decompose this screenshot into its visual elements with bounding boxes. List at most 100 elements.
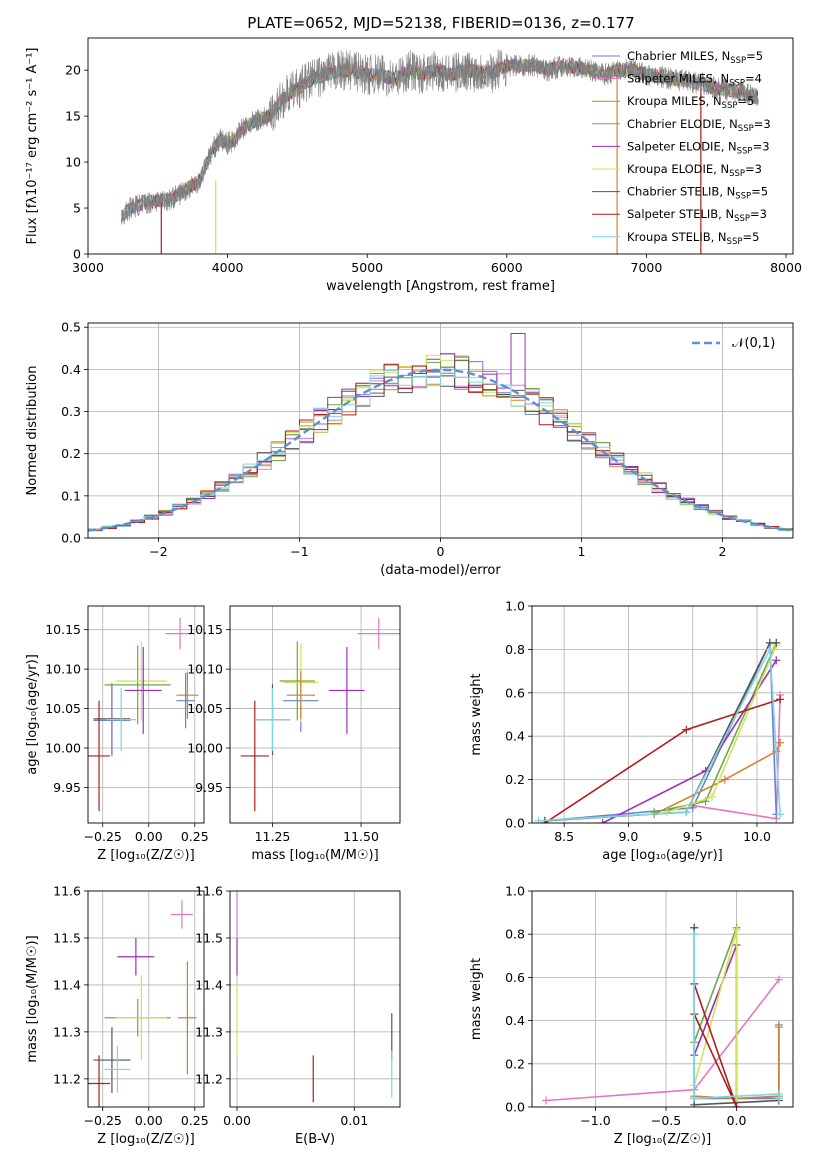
error-bar-point	[170, 900, 193, 929]
x-tick-label: 8.5	[554, 829, 574, 844]
y-tick-label: 0.5	[61, 320, 81, 335]
plus-marker	[708, 792, 716, 801]
x-tick-label: 0.00	[223, 1113, 251, 1128]
y-tick-label: 0	[73, 247, 81, 262]
plus-marker	[776, 695, 785, 704]
x-tick-label: 0.25	[181, 1113, 209, 1128]
plus-marker	[732, 1103, 741, 1107]
x-tick-label: 8000	[770, 260, 802, 275]
axes-frame	[229, 890, 401, 1108]
x-tick-label: −0.5	[651, 1113, 681, 1128]
y-axis-label: mass weight	[469, 673, 484, 755]
plus-marker	[682, 808, 691, 817]
error-bar-point	[106, 688, 136, 752]
y-tick-label: 10.15	[187, 622, 223, 637]
error-bar-point	[178, 961, 197, 1075]
y-tick-label: 0.0	[61, 531, 81, 546]
x-axis-label: Z [log₁₀(Z/Z☉)]	[97, 848, 194, 863]
axes-frame	[87, 890, 205, 1108]
axes-frame	[229, 605, 401, 824]
legend-label: Kroupa STELIB, NSSP=5	[627, 230, 759, 247]
legend-label: Chabrier STELIB, NSSP=5	[627, 185, 768, 202]
y-tick-label: 11.2	[53, 1071, 81, 1086]
y-tick-label: 11.4	[195, 977, 223, 992]
x-tick-label: −0.25	[84, 829, 122, 844]
legend: Chabrier MILES, NSSP=5 Salpeter MILES, NS…	[592, 49, 771, 247]
x-tick-label: −0.25	[84, 1113, 122, 1128]
age-vs-mass-plot-area	[240, 617, 400, 812]
axes-frame	[531, 890, 794, 1108]
age-vs-Z-panel: −0.25 0.00 0.25 9.95 10.00 10.05 10.10 10.15 Z […	[25, 605, 209, 863]
x-tick-label: 6000	[491, 260, 523, 275]
y-tick-label: 11.6	[195, 884, 223, 899]
y-tick-label: 0.0	[505, 1100, 525, 1115]
y-tick-label: 11.6	[53, 884, 81, 899]
axes-frame	[87, 605, 205, 824]
x-tick-label: 0.00	[135, 829, 163, 844]
y-tick-label: 0.8	[505, 927, 525, 942]
x-axis-label: mass [log₁₀(M/M☉)]	[251, 848, 378, 863]
x-tick-label: 0.01	[340, 1113, 368, 1128]
error-bar-point	[176, 673, 195, 729]
y-tick-label: 10.15	[45, 622, 81, 637]
y-tick-label: 0.3	[61, 404, 81, 419]
x-axis-label: Z [log₁₀(Z/Z☉)]	[97, 1132, 194, 1147]
error-bar-point	[240, 700, 269, 812]
plus-marker	[688, 803, 697, 812]
error-bar-point	[115, 975, 168, 1061]
x-axis-label: E(B-V)	[295, 1132, 335, 1147]
y-tick-label: 10.05	[45, 701, 81, 716]
y-tick-label: 9.95	[195, 780, 223, 795]
plus-marker	[690, 1094, 699, 1103]
legend-label: Kroupa MILES, NSSP=5	[627, 94, 754, 111]
y-tick-label: 1.0	[505, 884, 525, 899]
y-tick-label: 0.4	[61, 362, 81, 377]
plus-marker	[765, 645, 774, 654]
plus-marker	[534, 816, 543, 823]
plus-marker	[776, 810, 785, 819]
mass-weight-line	[693, 983, 738, 1107]
x-axis-label: (data-model)/error	[380, 563, 501, 578]
y-tick-label: 10.10	[45, 662, 81, 677]
axes-frame	[531, 605, 794, 824]
y-tick-label: 5	[73, 201, 81, 216]
axes-frame	[87, 37, 794, 255]
error-bar-point	[124, 647, 162, 734]
y-axis-label: mass weight	[469, 958, 484, 1040]
error-bar-point	[104, 645, 171, 725]
y-tick-label: 11.5	[195, 930, 223, 945]
plus-marker	[772, 638, 781, 647]
y-tick-label: 0.4	[505, 729, 525, 744]
mass-vs-Z-panel: −0.25 0.00 0.25 11.2 11.3 11.4 11.5 11.6 Z [log₁…	[25, 884, 209, 1148]
plus-marker	[542, 1096, 551, 1105]
y-tick-label: 0.2	[61, 446, 81, 461]
y-tick-label: 11.2	[195, 1071, 223, 1086]
y-tick-label: 0.2	[505, 1056, 525, 1071]
mass-weight-vs-age-panel: 8.5 9.0 9.5 10.0 0.0 0.2 0.4 0.6 0.8 1.0 age [log₁…	[469, 599, 794, 863]
y-tick-label: 11.3	[195, 1024, 223, 1039]
plus-marker	[682, 725, 691, 734]
x-tick-label: 0.00	[135, 1113, 163, 1128]
mass-weight-line	[653, 742, 781, 816]
y-axis-label: mass [log₁₀(M/M☉)]	[25, 935, 40, 1062]
spectrum-panel: 3000 4000 5000 6000 7000 8000 0 5 10 15 20 waveleng…	[25, 37, 802, 294]
mass-vs-ebv-plot-area	[236, 891, 393, 1103]
x-tick-label: 0	[437, 544, 445, 559]
y-tick-label: 11.3	[53, 1024, 81, 1039]
y-tick-label: 10.00	[187, 741, 223, 756]
y-tick-label: 0.8	[505, 642, 525, 657]
error-bar-point	[104, 1045, 131, 1093]
error-bar-point	[357, 617, 400, 650]
error-bar-point	[279, 641, 315, 721]
y-tick-label: 0.0	[505, 816, 525, 831]
legend-label: Salpeter STELIB, NSSP=3	[627, 207, 767, 224]
plus-marker	[690, 930, 699, 939]
data-spectrum-line	[121, 49, 759, 225]
error-bar-point	[254, 688, 291, 752]
error-bar-point	[329, 647, 365, 734]
error-bar-point	[286, 671, 315, 719]
legend-label: Kroupa ELODIE, NSSP=3	[627, 162, 762, 179]
x-tick-label: 0.0	[727, 1113, 747, 1128]
plus-marker	[720, 775, 729, 784]
